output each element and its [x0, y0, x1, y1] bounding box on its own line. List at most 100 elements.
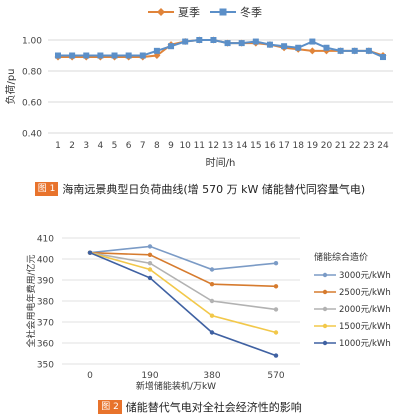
x-tick-label: 11: [194, 141, 205, 151]
data-point: [111, 52, 118, 59]
legend-marker: [322, 272, 328, 278]
x-tick-label: 19: [307, 141, 319, 151]
legend-label: 3000元/kWh: [339, 271, 391, 281]
data-point: [153, 47, 160, 54]
x-tick-label: 8: [154, 141, 160, 151]
series-line-2: [89, 251, 277, 288]
x-axis-title: 新增储能装机/万kW: [136, 380, 216, 392]
x-tick-label: 6: [126, 141, 132, 151]
data-point: [210, 37, 217, 43]
legend-marker: [322, 289, 328, 295]
x-tick-label: 9: [168, 141, 174, 151]
data-point: [365, 47, 372, 54]
legend-marker: [219, 8, 227, 16]
load-curve-chart: 0.400.600.801.001 2 3 4 5 6 7 8 9 10 11 12 13 14 15 16 1…: [4, 5, 393, 169]
x-tick-label: 22: [349, 141, 360, 151]
series-line-1: [89, 245, 277, 271]
y-tick-label: 380: [37, 298, 54, 308]
data-point: [87, 250, 93, 255]
data-point: [337, 47, 344, 54]
data-point: [380, 54, 386, 61]
data-point: [83, 52, 90, 59]
figure-2: 350 360 370 380 390 400 410 0 190 380 570 新增储能装机/万k…: [0, 222, 400, 416]
data-point: [351, 47, 358, 54]
series-line-5: [89, 251, 277, 357]
x-tick-label: 24: [377, 141, 389, 151]
x-tick-label: 190: [141, 371, 158, 381]
x-axis-title: 时间/h: [206, 156, 236, 169]
y-tick-label: 0.40: [22, 130, 42, 140]
data-point: [273, 330, 279, 335]
x-tick-label: 17: [278, 141, 289, 151]
data-point: [147, 261, 153, 266]
figure-2-caption: 图 2 储能替代气电对全社会经济性的影响: [0, 398, 400, 416]
x-tick-label: 18: [292, 141, 304, 151]
data-point: [125, 52, 132, 59]
x-tick-label: 15: [250, 141, 261, 151]
x-tick-label: 7: [140, 141, 146, 151]
economy-impact-chart: 350 360 370 380 390 400 410 0 190 380 570 新增储能装机/万k…: [25, 235, 391, 393]
data-point: [139, 52, 146, 59]
figure-1-caption: 图 1 海南远景典型日负荷曲线(增 570 万 kW 储能替代同容量气电): [0, 180, 400, 198]
data-point: [69, 52, 76, 59]
y-tick-label: 400: [37, 256, 54, 266]
legend-label: 2000元/kWh: [339, 305, 391, 315]
x-tick-label: 3: [83, 141, 89, 151]
legend-label: 夏季: [178, 6, 200, 19]
legend-marker: [322, 323, 328, 329]
data-point: [238, 40, 245, 47]
legend-marker: [322, 306, 328, 312]
series-line-4: [89, 251, 277, 334]
y-tick-label: 350: [37, 361, 54, 371]
data-point: [273, 307, 279, 312]
series-line-3: [89, 251, 277, 311]
data-point: [309, 38, 316, 45]
data-point: [55, 52, 61, 59]
data-point: [147, 252, 153, 257]
figure-1-caption-text: 海南远景典型日负荷曲线(增 570 万 kW 储能替代同容量气电): [62, 183, 366, 196]
x-tick-label: 21: [335, 141, 346, 151]
data-point: [209, 282, 215, 287]
figure-1: 0.40 0.60 0.80 1.00 1 2 3 4 5 6 7 8 9 10 11 12 13 14 15 16 1…: [0, 0, 400, 200]
y-tick-label: 410: [37, 235, 54, 245]
data-point: [323, 44, 330, 51]
x-tick-label: 14: [236, 141, 248, 151]
data-point: [209, 330, 215, 335]
series-line-2: [58, 39, 384, 58]
x-tick-label: 20: [321, 141, 333, 151]
data-point: [209, 298, 215, 304]
data-point: [147, 275, 153, 281]
data-point: [168, 43, 175, 50]
data-point: [266, 41, 273, 48]
data-point: [273, 261, 279, 266]
data-point: [224, 40, 231, 47]
figure-2-number: 图 2: [98, 400, 122, 414]
legend-marker: [157, 8, 165, 16]
legend-marker: [322, 340, 328, 346]
y-tick-label: 390: [37, 277, 54, 287]
data-point: [281, 43, 288, 50]
legend-label: 1000元/kWh: [339, 339, 391, 349]
x-tick-label: 4: [98, 141, 104, 151]
legend-title: 储能综合造价: [314, 251, 368, 263]
y-axis-title: 全社会用电年费用/亿元: [25, 254, 37, 347]
data-point: [147, 244, 153, 249]
y-tick-label: 1.00: [22, 37, 42, 47]
x-tick-label: 1: [55, 141, 61, 151]
y-tick-label: 0.80: [22, 68, 42, 78]
x-tick-label: 23: [363, 141, 374, 151]
x-tick-label: 2: [69, 141, 75, 151]
data-point: [182, 38, 189, 45]
data-point: [308, 47, 316, 55]
data-point: [273, 284, 279, 289]
x-tick-label: 0: [87, 371, 93, 381]
figure-2-caption-text: 储能替代气电对全社会经济性的影响: [125, 401, 302, 414]
x-tick-label: 570: [267, 371, 284, 381]
x-tick-label: 13: [222, 141, 233, 151]
data-point: [147, 267, 153, 272]
legend-label: 2500元/kWh: [339, 288, 391, 298]
figure-1-number: 图 1: [34, 182, 59, 196]
data-point: [97, 52, 104, 59]
legend-label: 冬季: [240, 5, 262, 19]
x-tick-label: 5: [112, 141, 118, 151]
